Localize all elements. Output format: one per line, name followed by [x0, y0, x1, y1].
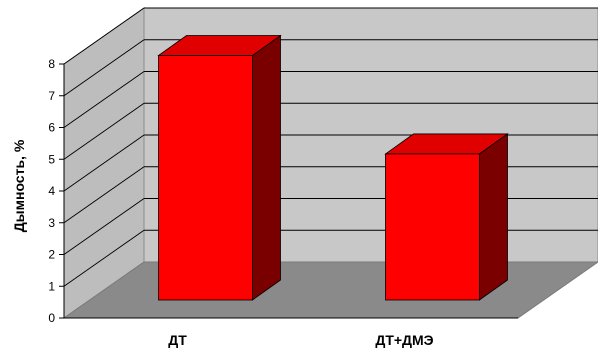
bar [157, 34, 282, 301]
bar [384, 133, 509, 301]
gridline-side [63, 39, 145, 97]
x-category-label: ДТ+ДМЭ [375, 332, 433, 348]
gridline-side [63, 198, 145, 255]
gridline-side [63, 166, 145, 224]
gridline-side [63, 102, 145, 160]
y-axis [59, 63, 518, 319]
y-tick-labels: 0 1 2 3 4 5 6 7 8 [48, 57, 55, 325]
y-tick-label: 1 [48, 279, 55, 293]
y-tick-label: 5 [48, 152, 55, 166]
chart-walls [62, 7, 598, 319]
bar-front [385, 153, 480, 301]
y-tick-label: 7 [48, 89, 55, 103]
gridline-side [63, 71, 145, 128]
y-tick-label: 8 [48, 57, 55, 71]
gridline-side [63, 134, 145, 192]
x-category-labels: ДТ ДТ+ДМЭ [168, 332, 433, 348]
x-category-label: ДТ [168, 332, 187, 348]
y-axis-title: Дымность, % [11, 139, 27, 232]
y-tick-label: 0 [48, 311, 55, 325]
bar-front [158, 55, 253, 301]
bars [157, 34, 509, 301]
gridline-side [63, 229, 145, 287]
y-tick-label: 4 [48, 184, 55, 198]
y-tick-label: 6 [48, 121, 55, 135]
gridline-side [63, 7, 145, 65]
bar-side [252, 34, 281, 301]
y-tick-label: 2 [48, 248, 55, 262]
floor [62, 261, 598, 319]
bar-side [479, 133, 508, 301]
y-tick-label: 3 [48, 216, 55, 230]
